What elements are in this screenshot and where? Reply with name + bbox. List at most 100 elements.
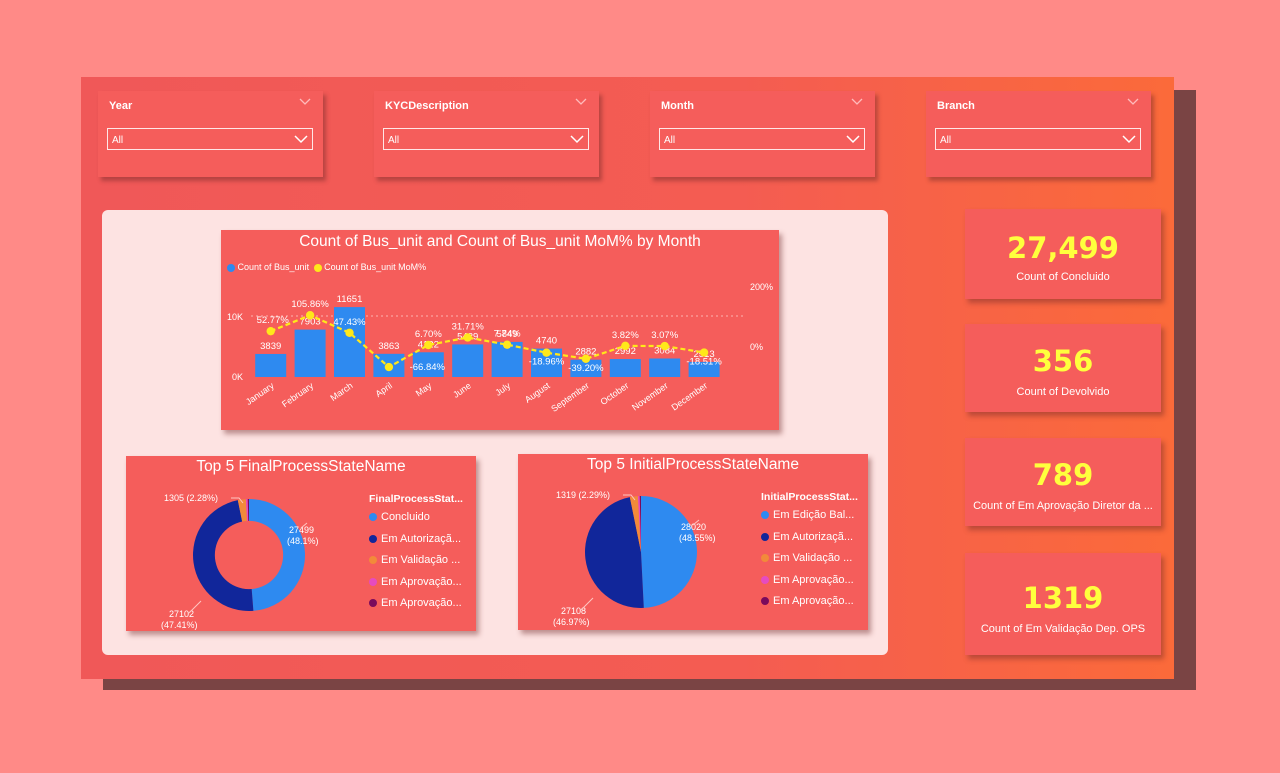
leader-line [623,494,636,501]
bar-data-label: 7903 [300,317,321,328]
leader-line [300,522,308,529]
x-tick-label: July [493,380,512,398]
mom-point [621,341,630,351]
legend-item: Em Autorizaçã... [369,533,463,555]
legend-title: InitialProcessStat... [761,491,858,503]
slicer-branch[interactable]: Branch All [926,91,1151,177]
mom-point [542,348,551,357]
chart-legend: Count of Bus_unit Count of Bus_unit MoM% [227,262,426,272]
chevron-down-icon[interactable] [1122,133,1136,145]
x-tick-label: May [414,380,434,398]
legend-item: Count of Bus_unit MoM% [324,262,427,272]
legend-item: Count of Bus_unit [237,262,310,272]
legend-item: Em Aprovação... [369,576,463,598]
mom-point [463,333,472,342]
mom-data-label: -39.20% [568,363,604,374]
mom-data-label: 105.86% [291,299,329,310]
leader-line [692,519,700,526]
legend-item: Concluido [369,511,463,533]
mom-point [345,328,354,337]
chevron-down-icon[interactable] [570,133,584,145]
combo-chart-visual[interactable]: Count of Bus_unit and Count of Bus_unit … [221,230,779,430]
legend-item: Em Autorizaçã... [761,531,858,553]
slicer-dropdown[interactable]: All [935,128,1141,150]
kpi-value: 27,499 [1007,231,1119,265]
bar-data-label: 5849 [497,329,518,340]
mom-line [270,314,705,369]
bar [412,352,444,377]
x-tick-label: August [523,380,552,405]
pie-data-label: 27499 [289,525,314,535]
kpi-value: 1319 [1022,581,1104,615]
bar [649,358,681,377]
chevron-down-icon[interactable] [851,97,863,107]
chevron-down-icon[interactable] [846,133,860,145]
mom-data-label: -18.96% [529,357,565,368]
mom-point [699,348,709,357]
slicer-kycdescription[interactable]: KYCDescription All [374,91,599,177]
kpi-card-concluido[interactable]: 27,499 Count of Concluido [965,209,1161,299]
slicer-value: All [388,135,400,146]
mom-point [305,311,315,320]
chart-title: Top 5 InitialProcessStateName [587,456,799,473]
legend-swatch [227,263,235,272]
mom-data-label: 3.07% [651,330,678,341]
slicer-dropdown[interactable]: All [659,128,865,150]
pie-initial-visual[interactable]: Top 5 InitialProcessStateName 28020 (48.5… [518,454,868,630]
slicer-title: Year [109,100,133,112]
pie-data-label: (48.1%) [287,536,319,546]
pie-final-visual[interactable]: Top 5 FinalProcessStateName 27499 (48.1%)… [126,456,476,631]
chevron-down-icon[interactable] [299,97,311,107]
x-tick-label: December [670,380,710,412]
kpi-card-devolvido[interactable]: 356 Count of Devolvido [965,324,1161,412]
mom-data-label: 52.77% [257,315,290,326]
kpi-label: Count of Em Validação Dep. OPS [980,623,1146,635]
mom-point [502,340,512,349]
y-tick-label: 10K [227,312,243,322]
kpi-label: Count of Concluido [1016,271,1110,283]
y-tick-label-right: 200% [750,282,773,292]
donut-hole [214,520,284,590]
x-tick-label: September [549,380,591,413]
pie-data-label: 1305 (2.28%) [164,493,218,503]
kpi-card-em-aprovacao[interactable]: 789 Count of Em Aprovação Diretor da ... [965,438,1161,526]
y-tick-label-right: 0% [750,342,763,352]
kpi-card-em-validacao[interactable]: 1319 Count of Em Validação Dep. OPS [965,553,1161,655]
bar-data-label: 2882 [575,347,596,358]
pie-final-legend: FinalProcessStat... Concluido Em Autoriz… [369,493,463,619]
leader-line [580,597,594,611]
slicer-dropdown[interactable]: All [383,128,589,150]
mom-data-label: 3.82% [612,330,639,341]
bar-data-label: 4740 [536,336,557,347]
leader-line [231,497,244,504]
bar [688,361,720,377]
slicer-dropdown[interactable]: All [107,128,313,150]
legend-swatch [313,263,322,272]
chevron-down-icon[interactable] [575,97,587,107]
pie-initial-legend: InitialProcessStat... Em Edição Bal... E… [761,491,858,617]
pie-data-label: (47.41%) [161,620,198,630]
chevron-down-icon[interactable] [294,133,308,145]
bar-data-label: 2992 [615,346,636,357]
x-tick-label: March [328,380,354,403]
bar-data-label: 3084 [654,345,675,356]
bar [255,353,287,377]
pie-slice [629,496,641,552]
legend-item: Em Edição Bal... [761,509,858,531]
mom-point [424,340,433,350]
y-tick-label: 0K [232,372,243,382]
slicer-month[interactable]: Month All [650,91,875,177]
bar [452,344,484,377]
kpi-value: 789 [1032,458,1094,492]
bar-data-label: 3839 [260,341,281,352]
kpi-label: Count of Devolvido [1016,386,1110,398]
bar [294,329,326,377]
pie-data-label: 28020 [681,522,706,532]
legend-item: Em Validação ... [761,552,858,574]
x-tick-label: January [244,380,276,407]
pie-slice [637,496,641,552]
mom-point [660,341,669,351]
slicer-year[interactable]: Year All [98,91,323,177]
pie-data-label: 1319 (2.29%) [556,490,610,500]
chevron-down-icon[interactable] [1127,97,1139,107]
